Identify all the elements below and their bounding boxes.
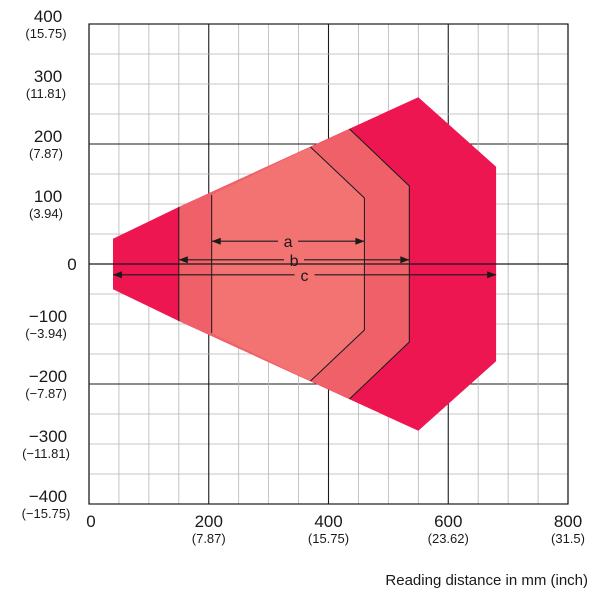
dimension-label-c: c [301,268,309,285]
y-tick-sublabel: (3.94) [29,206,63,221]
x-tick-sublabel: (7.87) [192,531,226,546]
x-tick-label: 0 [86,512,95,531]
y-tick-label: −100 [29,307,67,326]
y-tick-label: 0 [67,255,76,274]
y-tick-label: 300 [34,67,62,86]
y-tick-sublabel: (−15.75) [22,506,71,521]
x-tick-sublabel: (15.75) [308,531,349,546]
x-tick-label: 200 [195,512,223,531]
x-tick-label: 600 [434,512,462,531]
dimension-label-b: b [290,253,299,270]
y-tick-sublabel: (−3.94) [25,326,67,341]
x-tick-sublabel: (23.62) [428,531,469,546]
y-tick-label: −200 [29,367,67,386]
y-tick-label: −400 [29,487,67,506]
y-tick-label: 400 [34,7,62,26]
x-tick-sublabel: (31.5) [551,531,585,546]
x-tick-label: 800 [554,512,582,531]
x-tick-label: 400 [314,512,342,531]
y-tick-label: −300 [29,427,67,446]
dimension-label-a: a [284,234,293,251]
x-axis-title: Reading distance in mm (inch) [385,572,588,589]
y-tick-sublabel: (15.75) [25,26,66,41]
y-tick-sublabel: (−7.87) [25,386,67,401]
y-tick-label: 200 [34,127,62,146]
y-tick-sublabel: (−11.81) [22,446,70,461]
y-tick-sublabel: (11.81) [26,86,66,101]
y-tick-label: 100 [34,187,62,206]
y-tick-sublabel: (7.87) [29,146,63,161]
